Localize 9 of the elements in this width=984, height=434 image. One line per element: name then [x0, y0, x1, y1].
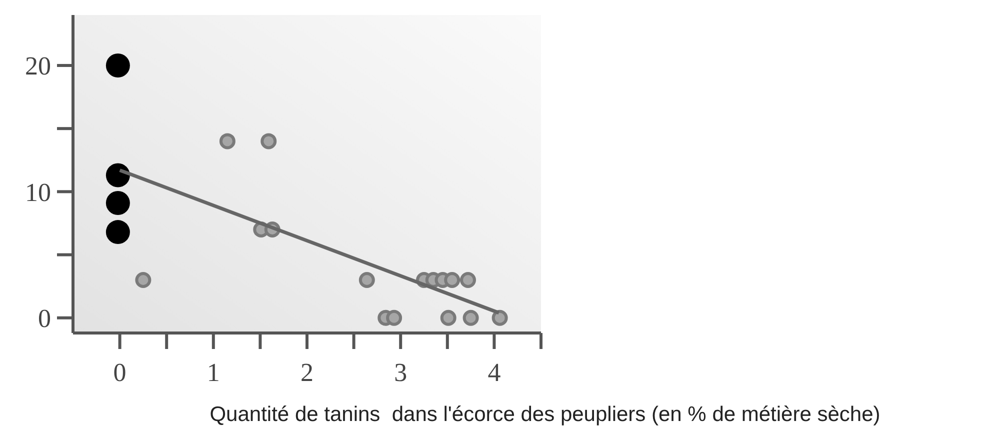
x-tick-label: 2	[300, 358, 314, 387]
y-tick-label: 10	[25, 178, 51, 207]
x-tick-label: 0	[113, 358, 126, 387]
x-tick-label: 4	[488, 358, 501, 387]
y-tick-label: 20	[25, 52, 51, 81]
x-tick-label: 1	[206, 358, 220, 387]
y-tick-label: 0	[38, 304, 51, 333]
x-tick-label: 3	[394, 358, 408, 387]
x-axis-title: Quantité de tanins dans l'écorce des peupliers (en % de métière sèche)	[210, 403, 880, 426]
